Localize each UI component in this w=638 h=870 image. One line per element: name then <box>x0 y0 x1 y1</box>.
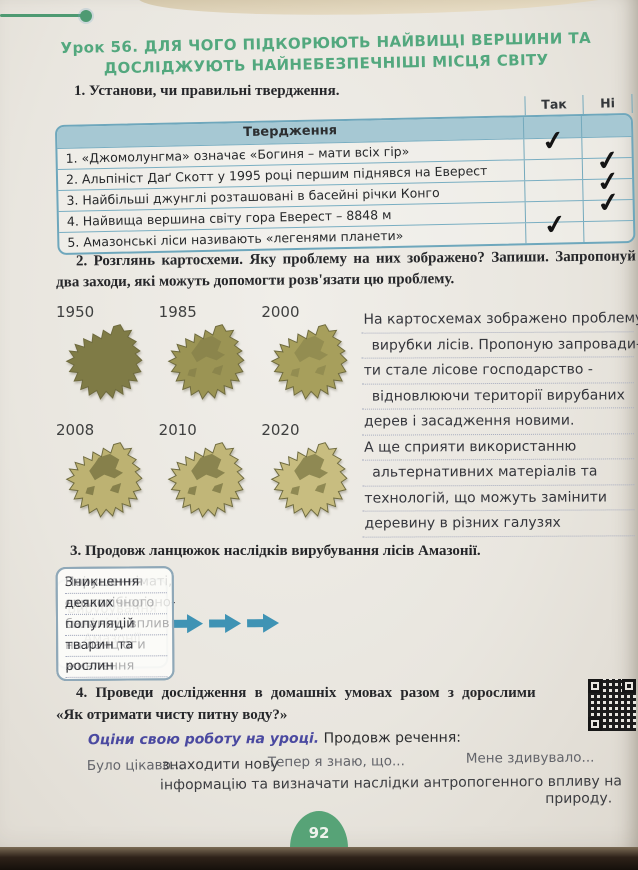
answer-line: На картосхемах зображено проблему <box>361 306 638 334</box>
reflection-lead-rest: Продовж речення: <box>323 729 461 747</box>
answer-line: ти стале лісове господарство - <box>361 357 634 385</box>
starter-surprised-me: Мене здивувало... <box>465 749 595 767</box>
borneo-map-2000 <box>271 324 348 400</box>
right-arrow-icon <box>209 613 242 634</box>
borneo-map-2010 <box>168 442 245 518</box>
answer-line: А ще сприяти використанню <box>362 433 635 461</box>
col-header-no: Ні <box>582 93 633 115</box>
task4-line1: 4. Проведи дослідження в домашніх умовах… <box>76 685 536 701</box>
answer-line: вирубки лісів. Пропоную запровади- <box>361 331 638 359</box>
reflection-lead: Оціни свою роботу на уроці. Продовж рече… <box>88 730 461 749</box>
answer-line: відновлюючи території вирубаних <box>361 382 634 410</box>
map-tile: 2008 <box>54 418 157 536</box>
map-tile: 1985 <box>157 300 260 418</box>
right-arrow-icon <box>247 613 280 633</box>
map-year-label: 2020 <box>261 421 300 439</box>
answer-line: альтернативних матеріалів та <box>362 459 635 487</box>
qr-code-icon <box>588 679 636 731</box>
yes-cell <box>523 159 583 181</box>
borneo-map-1985 <box>168 324 245 400</box>
col-header-yes: Так <box>524 95 583 116</box>
lesson-title: Урок 56. ДЛЯ ЧОГО ПІДКОРЮЮТЬ НАЙВИЩІ ВЕР… <box>42 28 611 81</box>
task3-heading: 3. Продовж ланцюжок наслідків вирубуванн… <box>70 543 481 559</box>
answer-line: технологій, що можуть замінити <box>362 484 635 512</box>
sentence-starters: Було цікаво... Тепер я знаю, що... Мене … <box>0 749 638 815</box>
no-cell: ✓ <box>581 144 633 180</box>
map-tile: 2000 <box>259 300 362 418</box>
yes-cell: ✓ <box>523 124 582 160</box>
no-cell <box>581 136 632 159</box>
map-tile: 1950 <box>54 300 157 418</box>
task2-handwritten-answer: На картосхемах зображено проблему вирубк… <box>361 306 638 538</box>
yes-cell <box>524 180 583 202</box>
map-year-label: 2000 <box>261 303 300 321</box>
consequence-chain: Вирубування лісів Амазонії Зміни в кліма… <box>55 563 637 682</box>
no-cell <box>583 220 634 243</box>
photo-bottom-edge <box>0 847 638 870</box>
map-year-label: 1985 <box>158 303 197 321</box>
map-tile: 2020 <box>259 418 362 536</box>
statements-table: Так Ні Твердження 1. «Джомолунгма» означ… <box>54 93 636 256</box>
yes-cell <box>524 201 584 223</box>
chain-box-answer: Зникнення деяких популяцій тварин та рос… <box>55 566 175 682</box>
task1-heading: 1. Установи, чи правильні твердження. <box>74 83 340 99</box>
sprout-decoration-icon <box>0 10 92 24</box>
no-cell: ✓ <box>582 165 633 201</box>
answer-line: деревину в різних галузях <box>362 510 635 538</box>
starter-now-i-know: Тепер я знаю, що... <box>267 753 405 771</box>
handwritten-inline: знаходити нову <box>161 756 279 774</box>
answer-line: дерев і засадження новими. <box>361 408 635 436</box>
right-arrow-icon <box>171 614 204 634</box>
task4-line2: «Як отримати чисту питну воду?» <box>56 706 288 723</box>
no-cell: ✓ <box>582 186 634 222</box>
page-number-leaf: 92 <box>290 811 348 848</box>
task4-heading: 4. Проведи дослідження в домашніх умовах… <box>56 683 578 727</box>
map-year-label: 2008 <box>56 421 95 439</box>
borneo-map-1950 <box>65 324 142 400</box>
task2-heading: 2. Розглянь картосхеми. Яку проблему на … <box>56 248 636 291</box>
page-curl <box>137 0 638 26</box>
borneo-map-2020 <box>271 442 348 518</box>
deforestation-maps: 1950 1985 2000 2008 <box>54 300 362 536</box>
map-tile: 2010 <box>157 418 260 536</box>
handwritten-line3: природу. <box>545 790 613 808</box>
yes-cell: ✓ <box>525 208 584 244</box>
reflection-lead-italic: Оціни свою роботу на уроці. <box>87 730 320 749</box>
borneo-map-2008 <box>65 442 142 518</box>
map-year-label: 2010 <box>158 421 197 439</box>
map-year-label: 1950 <box>56 303 95 321</box>
page-number: 92 <box>308 824 330 842</box>
